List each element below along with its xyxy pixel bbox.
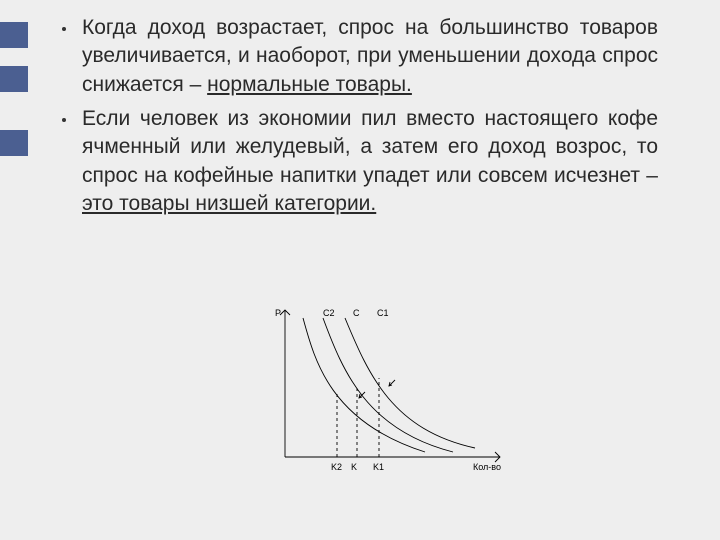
svg-text:C1: C1 xyxy=(377,308,389,318)
accent-bar-1 xyxy=(0,22,28,48)
svg-text:Кол-во: Кол-во xyxy=(473,462,501,472)
bullet-dot-icon xyxy=(62,118,66,122)
svg-text:C: C xyxy=(353,308,360,318)
paragraph-2: Если человек из экономии пил вместо наст… xyxy=(82,105,658,218)
paragraph-2-underlined: это товары низшей категории. xyxy=(82,192,376,215)
paragraph-1: Когда доход возрастает, спрос на большин… xyxy=(82,14,658,99)
accent-bar-3 xyxy=(0,130,28,156)
svg-text:K: K xyxy=(351,462,357,472)
paragraph-2-text: Если человек из экономии пил вместо наст… xyxy=(82,107,658,187)
bullet-item-1: Когда доход возрастает, спрос на большин… xyxy=(62,14,658,99)
svg-text:P: P xyxy=(275,308,281,318)
paragraph-1-underlined: нормальные товары. xyxy=(207,73,412,96)
accent-bar-2 xyxy=(0,66,28,92)
demand-shift-chart: P Кол-во C2 C C1 K2 K K1 xyxy=(265,302,525,502)
content-area: Когда доход возрастает, спрос на большин… xyxy=(62,14,658,224)
chart-svg: P Кол-во C2 C C1 K2 K K1 xyxy=(265,302,525,502)
svg-text:K2: K2 xyxy=(331,462,342,472)
svg-text:K1: K1 xyxy=(373,462,384,472)
svg-text:C2: C2 xyxy=(323,308,335,318)
bullet-dot-icon xyxy=(62,27,66,31)
slide: Когда доход возрастает, спрос на большин… xyxy=(0,0,720,540)
bullet-item-2: Если человек из экономии пил вместо наст… xyxy=(62,105,658,218)
